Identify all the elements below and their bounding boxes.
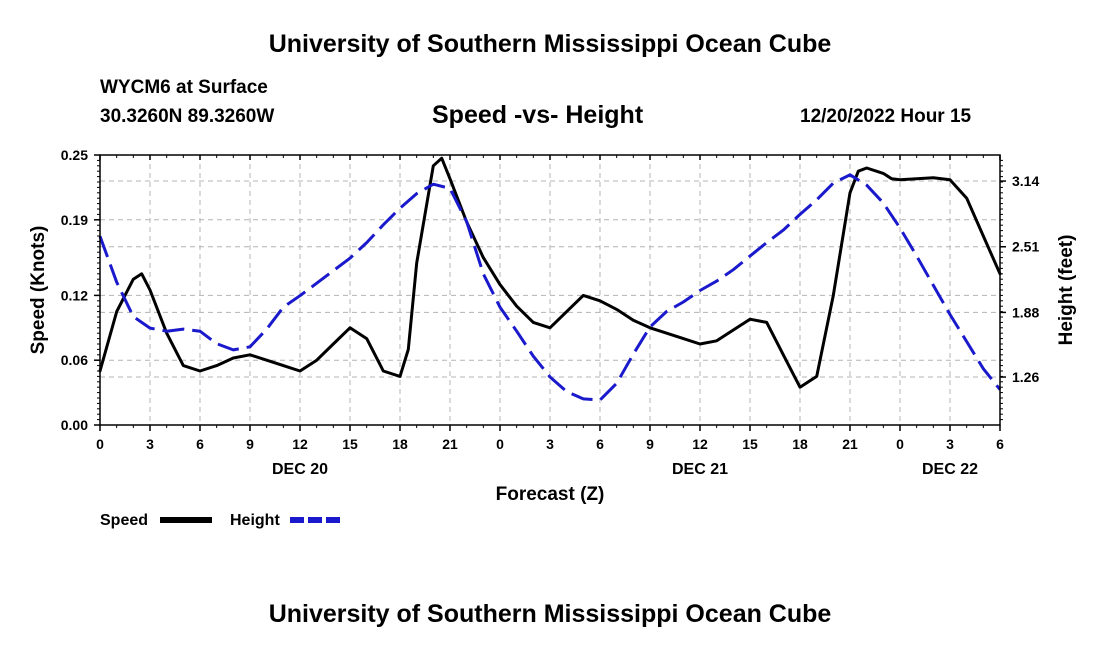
date-label-1: DEC 21 — [672, 461, 728, 478]
series-height-line — [98, 173, 1002, 402]
tick-group: 0 3 6 9 12 15 18 21 0 3 6 9 12 15 18 21 0 3 6 DEC 20 DEC 21 D… — [61, 147, 1040, 478]
y-tick-label-3: 0.19 — [61, 212, 88, 228]
y-tick-label-4: 0.25 — [61, 147, 88, 163]
x-tick-label-7: 21 — [442, 436, 458, 452]
x-axis-title: Forecast (Z) — [496, 484, 605, 505]
y-axis-title: Speed (Knots) — [28, 226, 49, 355]
y2-tick-label-1: 1.88 — [1012, 304, 1039, 320]
x-tick-label-0: 0 — [96, 436, 104, 452]
legend-height-label: Height — [230, 512, 280, 529]
x-tick-label-18: 6 — [996, 436, 1004, 452]
x-tick-label-16: 0 — [896, 436, 904, 452]
x-tick-label-4: 12 — [292, 436, 308, 452]
x-tick-label-14: 18 — [792, 436, 808, 452]
date-label-2: DEC 22 — [922, 461, 978, 478]
footer-title: University of Southern Mississippi Ocean… — [268, 600, 832, 628]
legend-speed-label: Speed — [100, 512, 148, 529]
x-tick-label-9: 3 — [546, 436, 554, 452]
chart-subtitle: Speed -vs- Height — [432, 101, 644, 129]
y2-tick-label-3: 3.14 — [1012, 173, 1039, 189]
x-tick-label-1: 3 — [146, 436, 154, 452]
forecast-datetime: 12/20/2022 Hour 15 — [800, 106, 972, 127]
series-speed-line — [98, 156, 1002, 389]
grid — [100, 155, 1000, 425]
x-tick-label-3: 9 — [246, 436, 254, 452]
coordinates-label: 30.3260N 89.3260W — [100, 106, 275, 127]
x-tick-label-12: 12 — [692, 436, 708, 452]
x-tick-label-2: 6 — [196, 436, 204, 452]
y-tick-label-2: 0.12 — [61, 287, 88, 303]
x-tick-label-8: 0 — [496, 436, 504, 452]
x-tick-label-10: 6 — [596, 436, 604, 452]
x-tick-label-17: 3 — [946, 436, 954, 452]
y2-axis-title: Height (feet) — [1056, 235, 1077, 346]
main-title: University of Southern Mississippi Ocean… — [268, 30, 832, 58]
y2-tick-label-2: 2.51 — [1012, 239, 1039, 255]
y2-tick-label-0: 1.26 — [1012, 369, 1039, 385]
date-label-0: DEC 20 — [272, 461, 328, 478]
x-tick-label-5: 15 — [342, 436, 358, 452]
x-tick-label-6: 18 — [392, 436, 408, 452]
legend: Speed Height — [100, 512, 342, 529]
x-tick-label-13: 15 — [742, 436, 758, 452]
series-group — [98, 156, 1002, 402]
station-label: WYCM6 at Surface — [100, 77, 268, 98]
x-tick-label-11: 9 — [646, 436, 654, 452]
x-tick-label-15: 21 — [842, 436, 858, 452]
y-tick-label-0: 0.00 — [61, 417, 88, 433]
y-tick-label-1: 0.06 — [61, 352, 88, 368]
